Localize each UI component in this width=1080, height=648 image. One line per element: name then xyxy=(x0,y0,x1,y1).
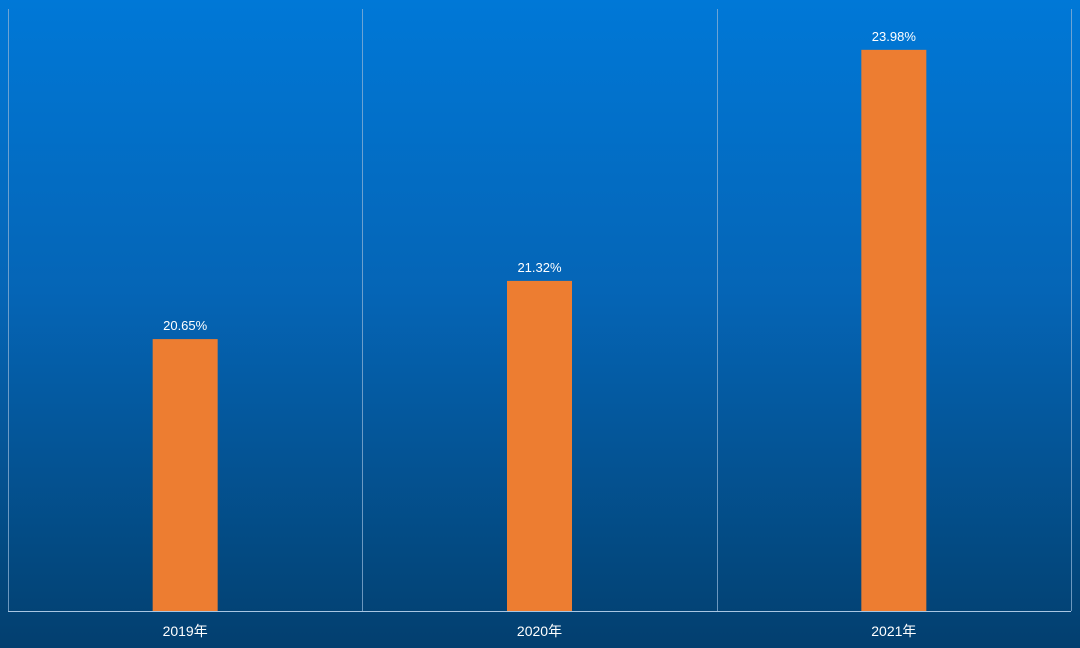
x-tick-label: 2021年 xyxy=(871,623,916,639)
bar-2020年 xyxy=(507,280,572,611)
bar-2019年 xyxy=(152,339,218,611)
data-label: 21.32% xyxy=(517,260,562,275)
data-label: 20.65% xyxy=(163,318,208,333)
bar-2021年 xyxy=(861,49,927,611)
x-tick-label: 2020年 xyxy=(517,623,562,639)
data-label: 23.98% xyxy=(872,29,917,44)
x-tick-label: 2019年 xyxy=(163,623,208,639)
